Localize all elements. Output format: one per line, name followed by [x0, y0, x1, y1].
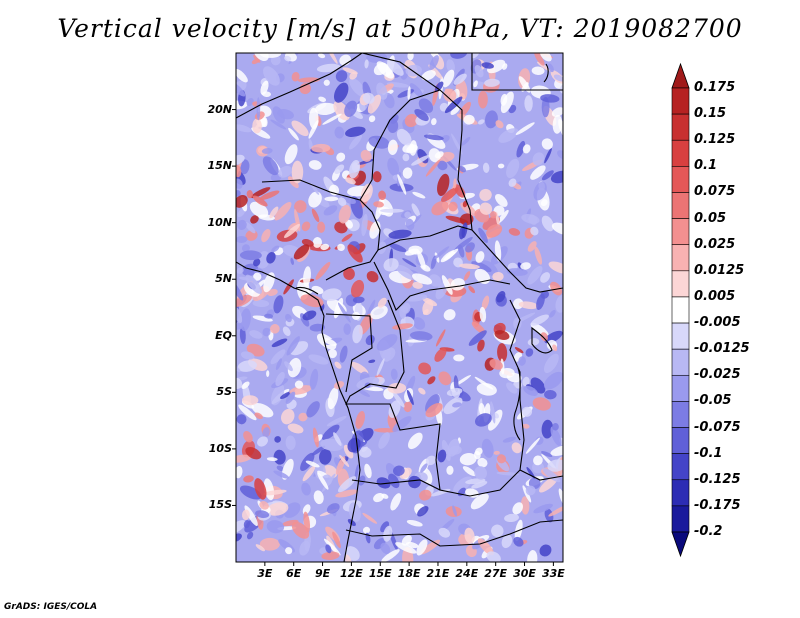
colorbar-label: -0.005 — [694, 315, 741, 331]
lon-tick-label: 33E — [541, 567, 565, 580]
colorbar-band — [671, 113, 690, 141]
lon-tick-label: 3E — [257, 567, 273, 580]
lon-tick-label: 27E — [484, 567, 508, 580]
border — [361, 53, 463, 181]
border — [261, 89, 441, 201]
lon-tick-label: 9E — [314, 567, 331, 580]
velocity-field — [236, 53, 563, 562]
colorbar-label: -0.175 — [694, 497, 741, 513]
colorbar-label: 0.15 — [694, 106, 727, 122]
colorbar-band — [671, 322, 690, 350]
border — [236, 53, 363, 119]
colorbar-label: 0.1 — [694, 158, 718, 174]
colorbar-label: -0.125 — [694, 471, 741, 487]
lat-tick-label: 15N — [207, 159, 232, 173]
border — [345, 299, 441, 461]
lon-tick-label: 15E — [368, 567, 392, 580]
lat-tick-label: 10S — [208, 441, 232, 455]
map-title: Vertical velocity [m/s] at 500hPa, VT: 2… — [57, 14, 743, 43]
colorbar-band — [671, 192, 690, 219]
lon-tick-label: 24E — [455, 567, 479, 580]
border — [519, 469, 563, 481]
border — [325, 313, 373, 393]
colorbar-band — [671, 270, 690, 298]
lon-tick-label: 12E — [339, 567, 363, 580]
lake — [543, 63, 549, 83]
colorbar-band — [671, 244, 690, 272]
lat-tick-label: 10N — [207, 215, 232, 229]
colorbar-band — [671, 505, 690, 533]
colorbar — [671, 62, 690, 558]
colorbar-label: 0.125 — [694, 132, 736, 148]
border — [373, 261, 511, 311]
colorbar-band — [671, 139, 690, 167]
map-frame — [235, 52, 564, 563]
border — [471, 53, 563, 91]
colorbar-bottom-triangle-icon — [671, 531, 690, 558]
colorbar-label: 0.005 — [694, 288, 736, 304]
border — [351, 479, 441, 491]
grads-credit: GrADS: IGES/COLA — [4, 602, 98, 612]
colorbar-label: 0.0125 — [694, 262, 745, 278]
colorbar-label: -0.2 — [694, 524, 723, 539]
colorbar-label: -0.05 — [694, 393, 732, 409]
colorbar-band — [671, 218, 690, 246]
lake — [295, 286, 319, 295]
colorbar-band — [671, 401, 690, 428]
lat-tick-label: 5N — [215, 272, 232, 286]
colorbar-band — [671, 453, 690, 481]
axis-ticks — [232, 109, 554, 566]
country-borders — [236, 53, 563, 562]
colorbar-band — [671, 166, 690, 193]
border — [435, 299, 525, 497]
colorbar-label: -0.1 — [694, 445, 723, 461]
colorbar-band — [671, 427, 690, 454]
colorbar-band — [671, 296, 690, 324]
colorbar-label: 0.05 — [694, 210, 727, 226]
lake — [513, 367, 521, 441]
lat-tick-label: 20N — [207, 102, 232, 116]
border — [377, 225, 473, 251]
lon-tick-label: 6E — [286, 567, 302, 580]
coastline — [236, 261, 361, 562]
lon-tick-label: 30E — [513, 567, 536, 580]
border — [345, 519, 563, 547]
colorbar-top-triangle-icon — [671, 62, 690, 89]
colorbar-label: 0.175 — [694, 80, 736, 95]
lat-tick-label: EQ — [215, 328, 232, 342]
lat-tick-label: 5S — [216, 385, 232, 399]
colorbar-band — [671, 348, 690, 376]
lon-tick-label: 21E — [426, 567, 450, 580]
colorbar-label: -0.025 — [694, 367, 741, 383]
colorbar-label: 0.075 — [694, 184, 736, 200]
colorbar-band — [671, 374, 690, 402]
colorbar-band — [671, 87, 690, 115]
lake — [531, 326, 553, 354]
lat-tick-label: 15S — [208, 498, 232, 512]
border — [457, 179, 563, 293]
colorbar-label: 0.025 — [694, 236, 736, 252]
colorbar-label: -0.0125 — [694, 341, 750, 357]
colorbar-label: -0.075 — [694, 419, 741, 435]
lon-tick-label: 18E — [397, 567, 421, 580]
colorbar-band — [671, 479, 690, 507]
